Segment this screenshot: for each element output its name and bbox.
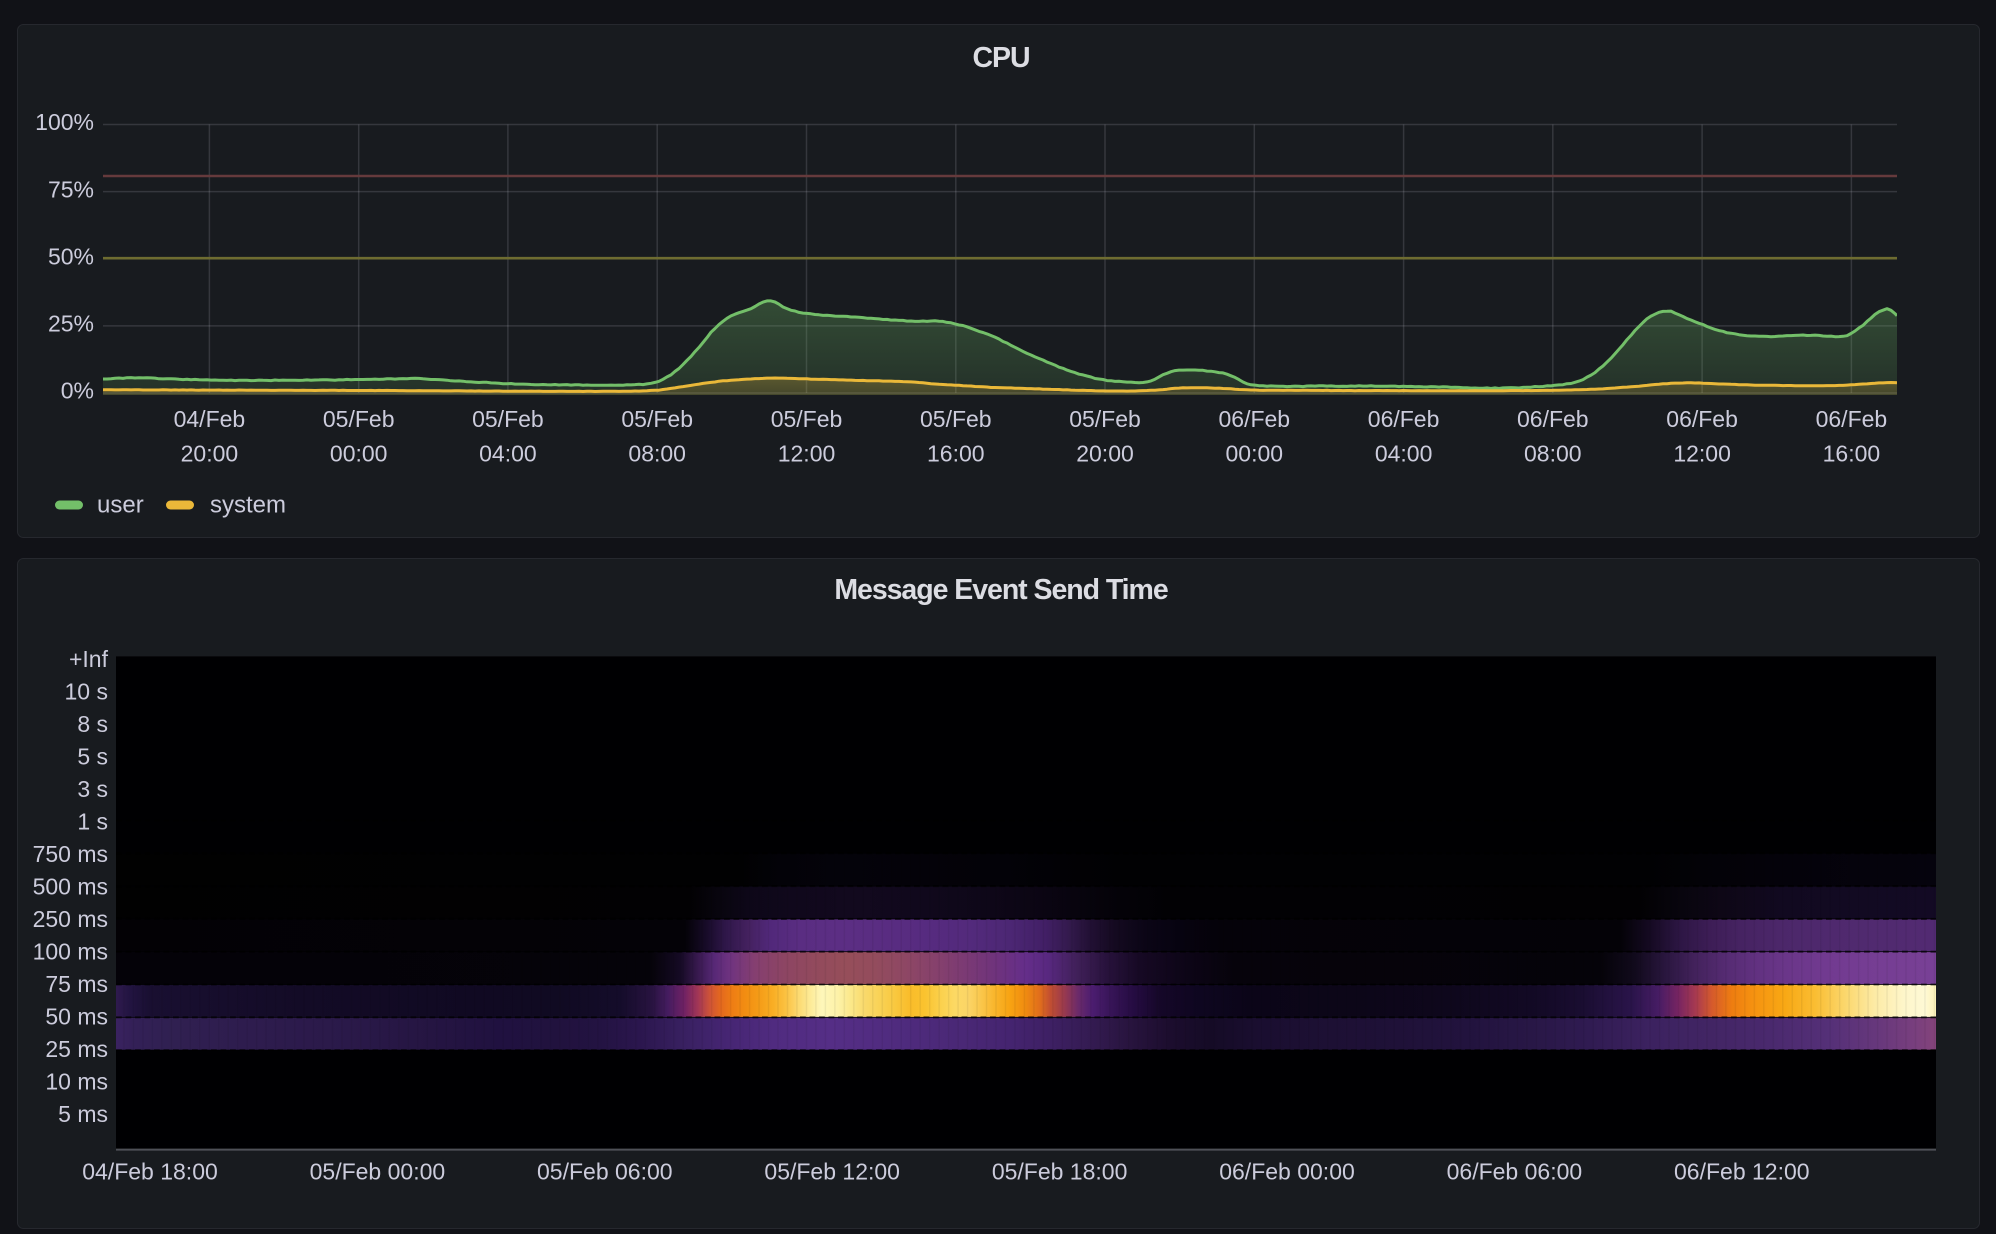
svg-text:5 ms: 5 ms [58, 1101, 108, 1127]
svg-text:100 ms: 100 ms [33, 939, 108, 965]
svg-text:250 ms: 250 ms [33, 906, 108, 932]
svg-text:05/Feb: 05/Feb [621, 406, 693, 432]
svg-text:06/Feb: 06/Feb [1666, 406, 1738, 432]
svg-text:10 s: 10 s [65, 679, 108, 705]
svg-text:04:00: 04:00 [1375, 441, 1433, 467]
svg-text:06/Feb 00:00: 06/Feb 00:00 [1219, 1159, 1355, 1185]
svg-text:system: system [210, 492, 286, 519]
svg-text:25%: 25% [48, 311, 94, 337]
svg-text:06/Feb: 06/Feb [1517, 406, 1589, 432]
svg-text:05/Feb: 05/Feb [1069, 406, 1141, 432]
svg-text:750 ms: 750 ms [33, 841, 108, 867]
svg-text:100%: 100% [35, 109, 94, 135]
svg-text:05/Feb 12:00: 05/Feb 12:00 [764, 1159, 900, 1185]
svg-text:04/Feb: 04/Feb [174, 406, 246, 432]
svg-text:50 ms: 50 ms [45, 1004, 108, 1030]
svg-text:05/Feb: 05/Feb [472, 406, 544, 432]
svg-text:06/Feb: 06/Feb [1218, 406, 1290, 432]
svg-text:05/Feb 18:00: 05/Feb 18:00 [992, 1159, 1128, 1185]
svg-text:+Inf: +Inf [69, 646, 109, 672]
svg-text:05/Feb 06:00: 05/Feb 06:00 [537, 1159, 673, 1185]
svg-text:05/Feb: 05/Feb [771, 406, 843, 432]
svg-text:08:00: 08:00 [628, 441, 686, 467]
svg-text:10 ms: 10 ms [45, 1069, 108, 1095]
svg-text:user: user [97, 492, 144, 519]
svg-text:5 s: 5 s [77, 744, 108, 770]
svg-text:500 ms: 500 ms [33, 874, 108, 900]
svg-text:20:00: 20:00 [181, 441, 239, 467]
svg-text:16:00: 16:00 [1823, 441, 1881, 467]
svg-text:Message Event Send Time: Message Event Send Time [834, 574, 1167, 606]
svg-text:12:00: 12:00 [778, 441, 836, 467]
svg-text:CPU: CPU [972, 42, 1029, 74]
svg-text:04:00: 04:00 [479, 441, 537, 467]
svg-text:00:00: 00:00 [1226, 441, 1284, 467]
svg-text:50%: 50% [48, 243, 94, 269]
svg-text:75%: 75% [48, 176, 94, 202]
svg-text:75 ms: 75 ms [45, 971, 108, 997]
svg-text:05/Feb: 05/Feb [323, 406, 395, 432]
svg-text:06/Feb 06:00: 06/Feb 06:00 [1447, 1159, 1583, 1185]
svg-text:06/Feb: 06/Feb [1368, 406, 1440, 432]
svg-text:8 s: 8 s [77, 711, 108, 737]
svg-text:3 s: 3 s [77, 776, 108, 802]
svg-text:04/Feb 18:00: 04/Feb 18:00 [82, 1159, 218, 1185]
svg-text:08:00: 08:00 [1524, 441, 1582, 467]
svg-text:06/Feb 12:00: 06/Feb 12:00 [1674, 1159, 1810, 1185]
svg-text:12:00: 12:00 [1673, 441, 1731, 467]
svg-text:16:00: 16:00 [927, 441, 985, 467]
svg-text:25 ms: 25 ms [45, 1036, 108, 1062]
svg-text:06/Feb: 06/Feb [1816, 406, 1888, 432]
svg-text:05/Feb: 05/Feb [920, 406, 992, 432]
svg-text:20:00: 20:00 [1076, 441, 1134, 467]
svg-text:0%: 0% [61, 378, 94, 404]
svg-text:00:00: 00:00 [330, 441, 388, 467]
svg-text:1 s: 1 s [77, 809, 108, 835]
svg-text:05/Feb 00:00: 05/Feb 00:00 [310, 1159, 446, 1185]
